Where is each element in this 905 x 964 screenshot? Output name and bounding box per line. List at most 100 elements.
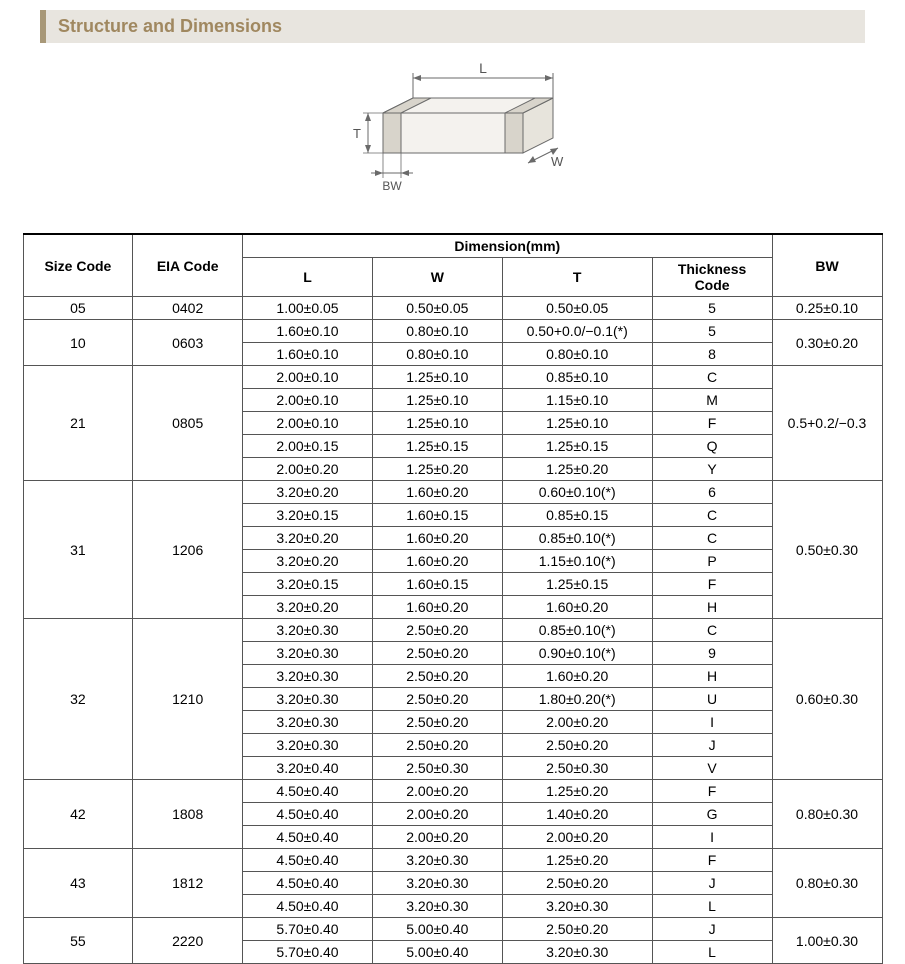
cell-tc: G — [652, 803, 772, 826]
cell-t: 0.85±0.10 — [502, 366, 652, 389]
cell-w: 1.25±0.15 — [372, 435, 502, 458]
cell-size: 42 — [23, 780, 133, 849]
cell-tc: 6 — [652, 481, 772, 504]
cell-t: 2.50±0.20 — [502, 734, 652, 757]
cell-size: 43 — [23, 849, 133, 918]
section-title: Structure and Dimensions — [58, 16, 282, 36]
cell-l: 3.20±0.30 — [243, 642, 373, 665]
cell-t: 1.15±0.10(*) — [502, 550, 652, 573]
cell-t: 1.25±0.15 — [502, 435, 652, 458]
cell-l: 3.20±0.40 — [243, 757, 373, 780]
col-t: T — [502, 258, 652, 297]
cell-bw: 0.80±0.30 — [772, 849, 882, 918]
cell-t: 2.50±0.30 — [502, 757, 652, 780]
cell-t: 0.60±0.10(*) — [502, 481, 652, 504]
cell-l: 3.20±0.15 — [243, 504, 373, 527]
cell-l: 1.60±0.10 — [243, 320, 373, 343]
col-dim: Dimension(mm) — [243, 234, 772, 258]
cell-w: 5.00±0.40 — [372, 941, 502, 964]
cell-w: 0.50±0.05 — [372, 297, 502, 320]
cell-l: 3.20±0.30 — [243, 665, 373, 688]
cell-l: 2.00±0.10 — [243, 389, 373, 412]
cell-bw: 1.00±0.30 — [772, 918, 882, 964]
cell-tc: H — [652, 596, 772, 619]
cell-tc: 5 — [652, 320, 772, 343]
table-row: 2108052.00±0.101.25±0.100.85±0.10C0.5+0.… — [23, 366, 882, 389]
svg-text:W: W — [551, 154, 564, 169]
cell-t: 1.25±0.10 — [502, 412, 652, 435]
cell-tc: 9 — [652, 642, 772, 665]
svg-text:L: L — [479, 60, 487, 76]
cell-t: 1.80±0.20(*) — [502, 688, 652, 711]
cell-t: 3.20±0.30 — [502, 895, 652, 918]
cell-tc: L — [652, 895, 772, 918]
table-row: 4218084.50±0.402.00±0.201.25±0.20F0.80±0… — [23, 780, 882, 803]
cell-t: 0.90±0.10(*) — [502, 642, 652, 665]
cell-t: 1.25±0.20 — [502, 458, 652, 481]
cell-bw: 0.80±0.30 — [772, 780, 882, 849]
cell-t: 3.20±0.30 — [502, 941, 652, 964]
cell-size: 10 — [23, 320, 133, 366]
cell-size: 21 — [23, 366, 133, 481]
cell-t: 1.60±0.20 — [502, 596, 652, 619]
cell-w: 3.20±0.30 — [372, 849, 502, 872]
cell-tc: C — [652, 366, 772, 389]
dimensions-table: Size Code EIA Code Dimension(mm) BW L W … — [23, 233, 883, 964]
cell-t: 1.60±0.20 — [502, 665, 652, 688]
cell-t: 0.85±0.10(*) — [502, 527, 652, 550]
cell-l: 4.50±0.40 — [243, 895, 373, 918]
cell-w: 1.60±0.20 — [372, 596, 502, 619]
cell-l: 3.20±0.30 — [243, 688, 373, 711]
cell-t: 1.15±0.10 — [502, 389, 652, 412]
table-row: 1006031.60±0.100.80±0.100.50+0.0/−0.1(*)… — [23, 320, 882, 343]
cell-l: 3.20±0.30 — [243, 711, 373, 734]
cell-eia: 0805 — [133, 366, 243, 481]
cell-l: 3.20±0.20 — [243, 527, 373, 550]
cell-l: 3.20±0.15 — [243, 573, 373, 596]
cell-w: 2.50±0.20 — [372, 665, 502, 688]
cell-w: 2.50±0.20 — [372, 734, 502, 757]
cell-l: 4.50±0.40 — [243, 826, 373, 849]
cell-l: 4.50±0.40 — [243, 849, 373, 872]
cell-w: 2.00±0.20 — [372, 780, 502, 803]
col-l: L — [243, 258, 373, 297]
cell-l: 2.00±0.10 — [243, 412, 373, 435]
cell-l: 3.20±0.20 — [243, 481, 373, 504]
cell-w: 3.20±0.30 — [372, 872, 502, 895]
cell-l: 4.50±0.40 — [243, 780, 373, 803]
cell-l: 3.20±0.30 — [243, 619, 373, 642]
cell-t: 2.50±0.20 — [502, 872, 652, 895]
cell-tc: 5 — [652, 297, 772, 320]
table-row: 4318124.50±0.403.20±0.301.25±0.20F0.80±0… — [23, 849, 882, 872]
cell-t: 0.85±0.10(*) — [502, 619, 652, 642]
cell-tc: V — [652, 757, 772, 780]
col-size: Size Code — [23, 234, 133, 297]
cell-w: 1.25±0.10 — [372, 389, 502, 412]
cell-w: 1.60±0.15 — [372, 504, 502, 527]
cell-tc: I — [652, 711, 772, 734]
cell-eia: 1812 — [133, 849, 243, 918]
cell-w: 1.60±0.20 — [372, 481, 502, 504]
cell-t: 1.25±0.20 — [502, 849, 652, 872]
cell-w: 2.00±0.20 — [372, 803, 502, 826]
svg-text:BW: BW — [382, 179, 402, 193]
cell-w: 1.60±0.20 — [372, 527, 502, 550]
cell-l: 5.70±0.40 — [243, 941, 373, 964]
cell-t: 0.85±0.15 — [502, 504, 652, 527]
cell-size: 31 — [23, 481, 133, 619]
cell-w: 1.60±0.15 — [372, 573, 502, 596]
cell-t: 1.25±0.15 — [502, 573, 652, 596]
section-header: Structure and Dimensions — [40, 10, 865, 43]
cell-t: 0.50+0.0/−0.1(*) — [502, 320, 652, 343]
cell-l: 2.00±0.20 — [243, 458, 373, 481]
cell-eia: 1210 — [133, 619, 243, 780]
cell-w: 1.25±0.10 — [372, 366, 502, 389]
cell-eia: 0603 — [133, 320, 243, 366]
cell-eia: 0402 — [133, 297, 243, 320]
cell-tc: C — [652, 504, 772, 527]
cell-w: 2.50±0.30 — [372, 757, 502, 780]
cell-w: 1.25±0.20 — [372, 458, 502, 481]
cell-w: 2.50±0.20 — [372, 619, 502, 642]
cell-t: 0.50±0.05 — [502, 297, 652, 320]
cell-w: 1.60±0.20 — [372, 550, 502, 573]
